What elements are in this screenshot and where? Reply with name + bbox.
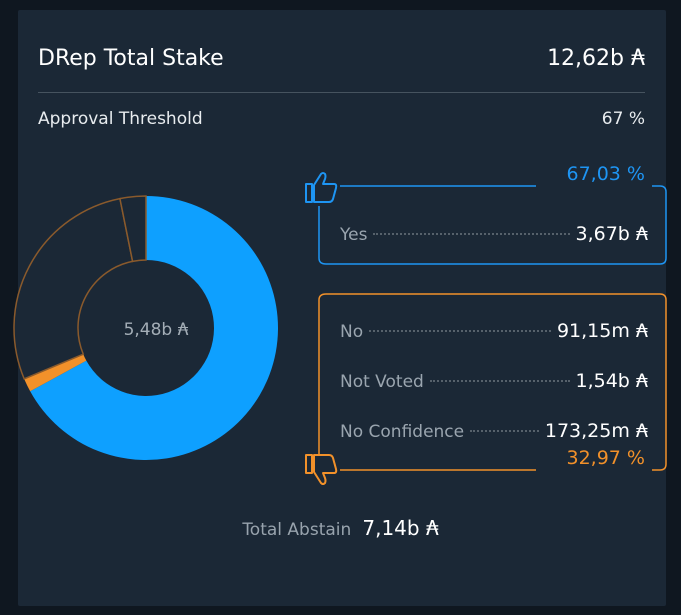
no-value: 91,15m ₳	[556, 320, 648, 342]
approval-threshold-value: 67 %	[601, 109, 645, 129]
not-voted-row: Not Voted 1,54b ₳	[340, 370, 648, 392]
approval-threshold-row: Approval Threshold 67 %	[38, 106, 645, 132]
no-confidence-row: No Confidence 173,25m ₳	[340, 420, 648, 442]
total-abstain: Total Abstain 7,14b ₳	[0, 516, 681, 540]
donut-slice-no-confidence	[119, 195, 147, 263]
no-percentage: 32,97 %	[566, 447, 646, 469]
yes-row: Yes 3,67b ₳	[340, 223, 648, 245]
no-label: No	[340, 322, 364, 342]
no-confidence-value: 173,25m ₳	[544, 420, 648, 442]
dotted-leader	[429, 380, 570, 382]
dotted-leader	[470, 430, 539, 432]
page-title: DRep Total Stake	[38, 45, 224, 71]
donut-slice-yes	[30, 196, 278, 460]
total-abstain-value: 7,14b ₳	[362, 516, 439, 540]
header-divider	[38, 92, 645, 93]
thumbs-down-icon	[305, 454, 338, 485]
approval-threshold-label: Approval Threshold	[38, 109, 203, 129]
vote-donut-chart	[13, 195, 278, 460]
donut-slice-no	[24, 354, 87, 392]
header-row: DRep Total Stake 12,62b ₳	[38, 42, 645, 74]
dotted-leader	[369, 330, 551, 332]
no-confidence-label: No Confidence	[340, 422, 465, 442]
dotted-leader	[373, 233, 570, 235]
yes-percentage: 67,03 %	[566, 163, 646, 185]
total-stake-value: 12,62b ₳	[547, 45, 645, 71]
yes-value: 3,67b ₳	[575, 223, 649, 245]
donut-slice-not-voted	[13, 197, 134, 380]
donut-center-value: 5,48b ₳	[123, 320, 189, 340]
not-voted-label: Not Voted	[340, 372, 424, 392]
no-row: No 91,15m ₳	[340, 320, 648, 342]
total-abstain-label: Total Abstain	[242, 520, 352, 540]
not-voted-value: 1,54b ₳	[575, 370, 649, 392]
yes-label: Yes	[340, 225, 368, 245]
thumbs-up-icon	[305, 172, 338, 203]
